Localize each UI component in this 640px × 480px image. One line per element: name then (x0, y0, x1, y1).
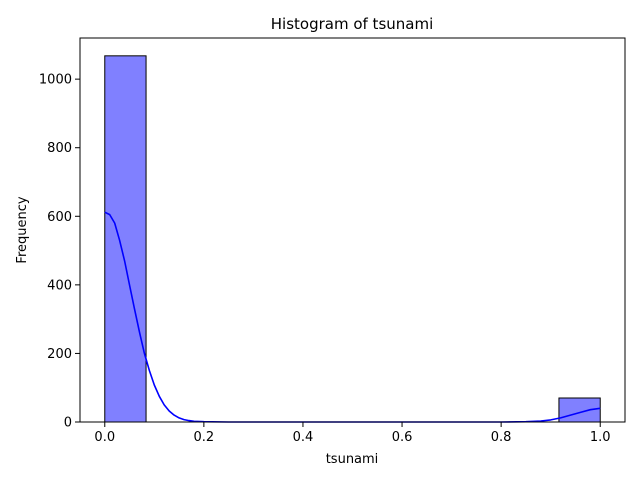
y-tick-label: 400 (47, 278, 72, 293)
plot-area (104, 55, 601, 423)
y-tick-label: 800 (47, 141, 72, 156)
x-axis-label: tsunami (326, 452, 379, 467)
x-axis: 0.0 0.2 0.4 0.6 0.8 1.0 (94, 422, 611, 445)
histogram-bar-0 (104, 55, 147, 423)
y-tick-label: 200 (47, 347, 72, 362)
kde-curve (104, 211, 601, 423)
y-tick-label: 600 (47, 210, 72, 225)
y-axis: 0 200 400 600 800 1000 (39, 73, 80, 431)
plot-frame (79, 37, 626, 423)
chart-title: Histogram of tsunami (271, 15, 434, 33)
y-axis-label: Frequency (15, 196, 30, 263)
x-tick-label: 1.0 (590, 430, 611, 445)
x-tick-label: 0.4 (293, 430, 314, 445)
y-tick-label: 1000 (39, 73, 72, 88)
histogram-bar-1 (558, 397, 601, 423)
x-tick-label: 0.8 (491, 430, 512, 445)
y-tick-label: 0 (64, 416, 72, 431)
x-tick-label: 0.6 (392, 430, 413, 445)
x-tick-label: 0.2 (194, 430, 215, 445)
x-tick-label: 0.0 (94, 430, 115, 445)
